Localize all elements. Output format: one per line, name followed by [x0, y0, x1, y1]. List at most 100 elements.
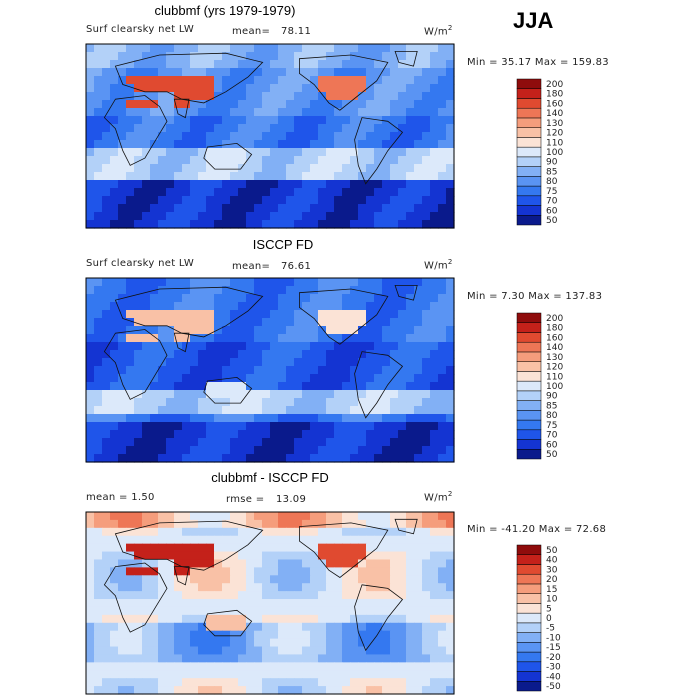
map-3-cell	[326, 567, 335, 576]
map-3-cell	[366, 599, 375, 608]
map-1-cell	[286, 100, 295, 109]
map-2-cell	[198, 430, 207, 439]
map-1-cell	[158, 140, 167, 149]
map-1-cell	[166, 44, 175, 53]
map-3-cell	[94, 678, 103, 687]
map-1-cell	[358, 76, 367, 85]
map-1-cell	[174, 116, 183, 125]
map-1-cell	[278, 76, 287, 85]
map-1-cell	[382, 212, 391, 221]
map-1-cell	[126, 132, 135, 141]
map-1-cell	[398, 180, 407, 189]
map-3-cell	[326, 551, 335, 561]
map-1-cell	[398, 124, 407, 133]
map-2-cell	[230, 302, 239, 311]
map-2-cell	[302, 438, 311, 447]
map-1-cell	[246, 180, 255, 189]
map-3-cell	[230, 630, 239, 640]
map-3-cell	[262, 559, 271, 568]
map-1-cell	[206, 100, 215, 109]
map-3-cell	[182, 551, 191, 561]
map-1-cell	[230, 44, 239, 53]
map-2-cell	[142, 390, 151, 399]
map-1-cell	[278, 52, 287, 61]
map-1-cell	[94, 116, 103, 125]
map-2-cell	[366, 374, 375, 383]
map-3-cell	[382, 551, 391, 561]
map-2-cell	[118, 414, 127, 423]
map-2-cell	[294, 326, 303, 335]
map-2-cell	[350, 398, 359, 407]
map-1-cell	[390, 52, 399, 61]
map-2-cell	[262, 398, 271, 407]
map-1-cell	[382, 188, 391, 197]
map-3-cell	[94, 599, 103, 608]
map-1-cell	[334, 132, 343, 141]
colorbar-2-tick-label: 60	[546, 440, 558, 450]
map-2-cell	[270, 446, 279, 455]
map-1-cell	[222, 84, 231, 93]
map-2-cell	[358, 342, 367, 351]
map-2-cell	[158, 350, 167, 359]
map-3-cell	[326, 575, 335, 584]
map-3-cell	[198, 527, 207, 537]
map-3-cell	[230, 535, 239, 545]
map-1-cell	[126, 148, 135, 157]
map-2-cell	[126, 302, 135, 311]
map-1-cell	[438, 84, 447, 93]
map-3-cell	[190, 686, 199, 695]
map-3-cell	[238, 662, 247, 671]
map-2-cell	[270, 342, 279, 351]
map-2-cell	[150, 454, 159, 463]
map-2-cell	[86, 398, 95, 407]
map-2-cell	[390, 294, 399, 303]
map-3-cell	[94, 551, 103, 561]
map-3-cell	[102, 686, 111, 695]
map-3-cell	[198, 543, 207, 553]
map-3-cell	[406, 567, 415, 576]
map-3-cell	[414, 591, 423, 600]
map-2-cell	[438, 278, 447, 287]
map-3-cell	[118, 638, 127, 648]
map-1-cell	[254, 156, 263, 165]
map-2-cell	[430, 294, 439, 303]
map-1-cell	[222, 116, 231, 125]
map-2-cell	[222, 334, 231, 343]
map-1-cell	[174, 156, 183, 165]
map-2-cell	[118, 366, 127, 375]
map-1-cell	[110, 76, 119, 85]
map-3-cell	[398, 670, 407, 679]
map-3-cell	[254, 512, 263, 521]
map-1-cell	[126, 68, 135, 77]
map-1-cell	[166, 164, 175, 173]
map-3-cell	[198, 606, 207, 616]
map-3-cell	[110, 638, 119, 648]
map-1-cell	[206, 68, 215, 77]
map-3-cell	[326, 686, 335, 695]
map-3-cell	[342, 543, 351, 553]
map-1-cell	[334, 220, 343, 229]
colorbar-3-tick-label: -20	[546, 653, 561, 663]
map-1-cell	[310, 188, 319, 197]
map-2-cell	[182, 358, 191, 367]
map-2-cell	[334, 454, 343, 463]
map-2-cell	[158, 422, 167, 431]
map-3-cell	[390, 638, 399, 648]
map-1-cell	[198, 196, 207, 205]
map-2-cell	[166, 374, 175, 383]
colorbar-1-swatch	[516, 127, 542, 138]
map-2-cell	[166, 302, 175, 311]
map-2-cell	[262, 390, 271, 399]
map-1-cell	[294, 180, 303, 189]
map-2-cell	[430, 318, 439, 327]
map-3-cell	[382, 519, 391, 529]
map-2-cell	[182, 406, 191, 415]
map-2-cell	[278, 454, 287, 463]
map-1-cell	[238, 108, 247, 117]
map-2-cell	[198, 358, 207, 367]
map-2-cell	[278, 350, 287, 359]
map-1-cell	[446, 100, 455, 109]
map-3-cell	[446, 527, 455, 537]
map-3-cell	[326, 638, 335, 648]
map-3-cell	[254, 662, 263, 671]
